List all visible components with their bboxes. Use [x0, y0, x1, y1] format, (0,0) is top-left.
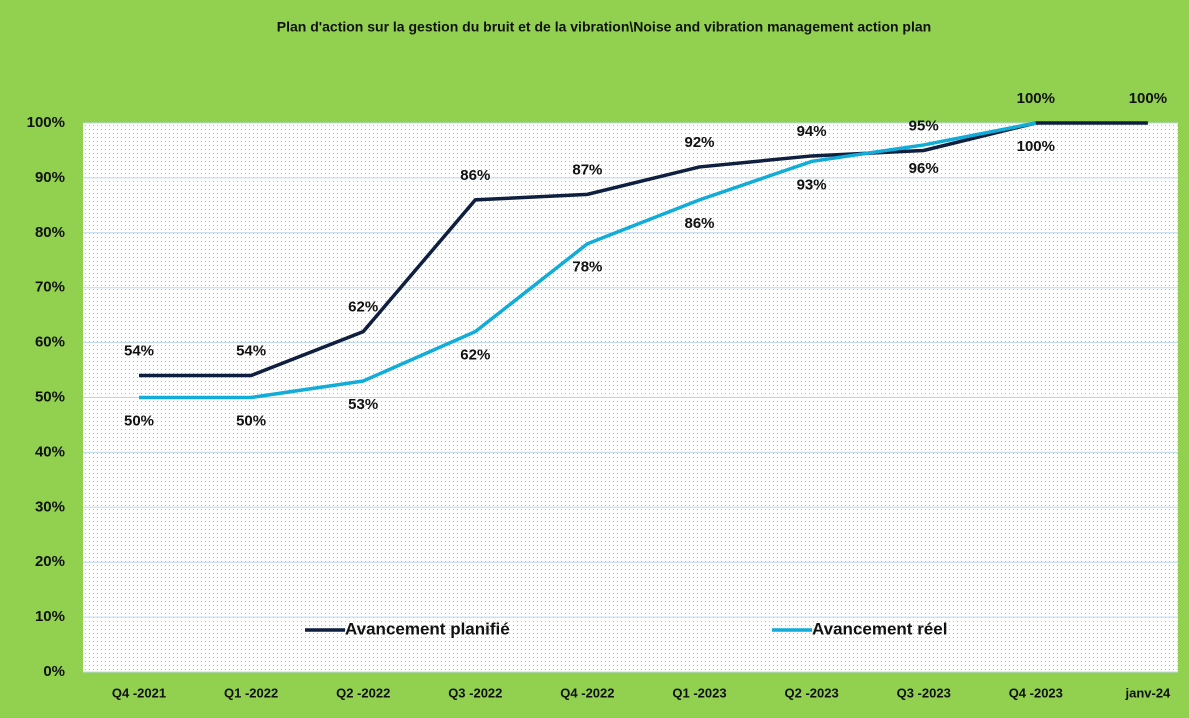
legend-label: Avancement planifié: [345, 619, 510, 638]
x-tick-label: Q4 -2023: [1009, 685, 1063, 700]
x-tick-label: Q1 -2022: [224, 685, 278, 700]
chart-title: Plan d'action sur la gestion du bruit et…: [277, 19, 931, 35]
data-label: 86%: [460, 167, 490, 184]
data-label: 87%: [572, 161, 602, 178]
y-tick-label: 30%: [35, 498, 65, 515]
data-label: 50%: [124, 412, 154, 429]
x-tick-label: Q1 -2023: [672, 685, 726, 700]
y-tick-label: 10%: [35, 608, 65, 625]
x-tick-label: janv-24: [1124, 685, 1171, 700]
data-label: 54%: [236, 343, 266, 360]
x-tick-label: Q2 -2023: [784, 685, 838, 700]
line: [139, 121, 1148, 378]
y-tick-label: 80%: [35, 224, 65, 241]
data-label: 54%: [124, 343, 154, 360]
data-label: 86%: [684, 215, 714, 232]
y-tick-label: 50%: [35, 388, 65, 405]
legend-label: Avancement réel: [812, 619, 947, 638]
data-label: 62%: [460, 347, 490, 364]
y-tick-label: 60%: [35, 334, 65, 351]
data-label: 100%: [1017, 90, 1055, 107]
data-label: 78%: [572, 259, 602, 276]
line: [139, 121, 1037, 400]
y-tick-label: 100%: [27, 114, 65, 131]
x-tick-label: Q4 -2022: [560, 685, 614, 700]
data-label: 93%: [797, 176, 827, 193]
y-tick-label: 20%: [35, 553, 65, 570]
x-tick-label: Q4 -2021: [112, 685, 166, 700]
data-label: 50%: [236, 412, 266, 429]
y-tick-label: 90%: [35, 169, 65, 186]
x-tick-label: Q3 -2023: [897, 685, 951, 700]
data-label: 92%: [684, 134, 714, 151]
data-label: 62%: [348, 299, 378, 316]
y-tick-label: 40%: [35, 443, 65, 460]
data-label: 96%: [909, 160, 939, 177]
data-label: 100%: [1129, 90, 1167, 107]
data-label: 100%: [1017, 138, 1055, 155]
data-label: 53%: [348, 396, 378, 413]
data-label: 94%: [797, 123, 827, 140]
y-tick-label: 0%: [43, 663, 65, 680]
x-tick-label: Q3 -2022: [448, 685, 502, 700]
data-label: 95%: [909, 117, 939, 134]
x-tick-label: Q2 -2022: [336, 685, 390, 700]
y-tick-label: 70%: [35, 279, 65, 296]
